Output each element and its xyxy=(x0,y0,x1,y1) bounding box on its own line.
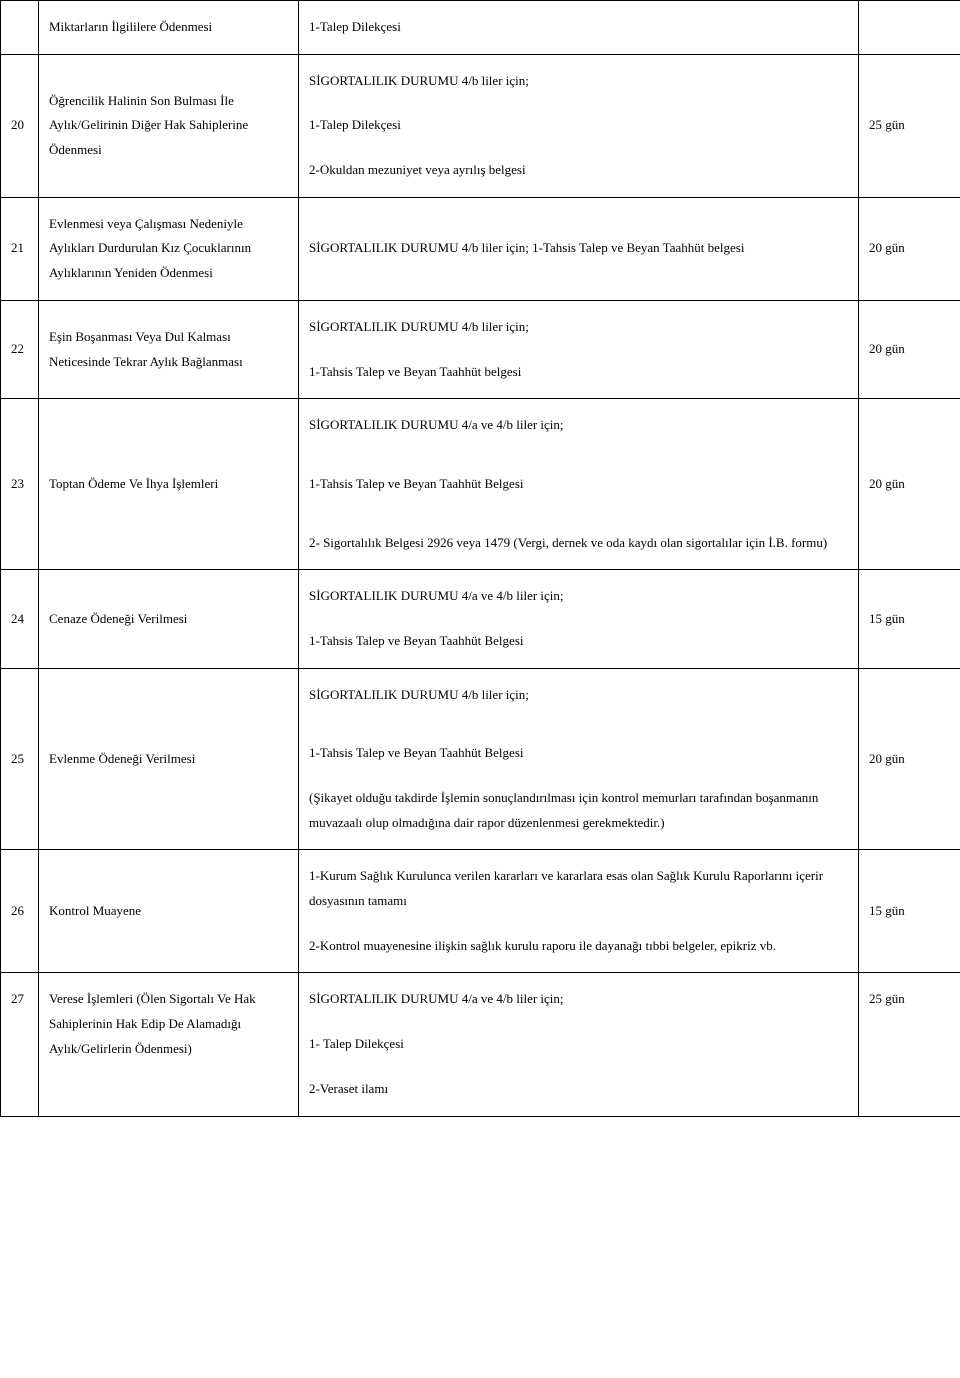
row-number: 27 xyxy=(1,973,39,1116)
row-description: Eşin Boşanması Veya Dul Kalması Neticesi… xyxy=(39,300,299,398)
doc-line: 2- Sigortalılık Belgesi 2926 veya 1479 (… xyxy=(309,531,848,556)
doc-line: 1- Talep Dilekçesi xyxy=(309,1032,848,1057)
row-number: 21 xyxy=(1,197,39,300)
row-duration: 25 gün xyxy=(859,54,960,197)
row-duration: 15 gün xyxy=(859,850,960,973)
row-duration: 20 gün xyxy=(859,197,960,300)
row-description: Verese İşlemleri (Ölen Sigortalı Ve Hak … xyxy=(39,973,299,1116)
row-duration: 15 gün xyxy=(859,570,960,668)
row-description: Evlenmesi veya Çalışması Nedeniyle Aylık… xyxy=(39,197,299,300)
row-description: Miktarların İlgililere Ödenmesi xyxy=(39,1,299,55)
row-documents: 1-Talep Dilekçesi xyxy=(299,1,859,55)
doc-line: 2-Okuldan mezuniyet veya ayrılış belgesi xyxy=(309,158,848,183)
row-duration xyxy=(859,1,960,55)
row-duration: 20 gün xyxy=(859,300,960,398)
doc-line: 1-Tahsis Talep ve Beyan Taahhüt belgesi xyxy=(309,360,848,385)
row-documents: SİGORTALILIK DURUMU 4/b liler için; 1-Tah… xyxy=(299,300,859,398)
row-number: 22 xyxy=(1,300,39,398)
row-duration: 20 gün xyxy=(859,668,960,850)
row-number: 20 xyxy=(1,54,39,197)
row-description: Evlenme Ödeneği Verilmesi xyxy=(39,668,299,850)
row-documents: SİGORTALILIK DURUMU 4/b liler için; 1-Ta… xyxy=(299,197,859,300)
row-number: 23 xyxy=(1,399,39,570)
table-row: 26Kontrol Muayene1-Kurum Sağlık Kurulunc… xyxy=(1,850,960,973)
row-duration: 20 gün xyxy=(859,399,960,570)
doc-line: 1-Kurum Sağlık Kurulunca verilen kararla… xyxy=(309,864,848,913)
doc-line: 1-Tahsis Talep ve Beyan Taahhüt Belgesi xyxy=(309,472,848,497)
row-description: Cenaze Ödeneği Verilmesi xyxy=(39,570,299,668)
document-table: Miktarların İlgililere Ödenmesi 1-Talep D… xyxy=(0,0,960,1117)
doc-line: 1-Tahsis Talep ve Beyan Taahhüt Belgesi xyxy=(309,629,848,654)
row-documents: SİGORTALILIK DURUMU 4/a ve 4/b liler içi… xyxy=(299,973,859,1116)
doc-line: 1-Tahsis Talep ve Beyan Taahhüt Belgesi xyxy=(309,741,848,766)
doc-line: (Şikayet olduğu takdirde İşlemin sonuçla… xyxy=(309,786,848,835)
doc-line: SİGORTALILIK DURUMU 4/a ve 4/b liler içi… xyxy=(309,584,848,609)
table-row: 24Cenaze Ödeneği Verilmesi SİGORTALILIK D… xyxy=(1,570,960,668)
doc-line: SİGORTALILIK DURUMU 4/b liler için; xyxy=(309,69,848,94)
doc-line: SİGORTALILIK DURUMU 4/b liler için; xyxy=(309,315,848,340)
row-documents: SİGORTALILIK DURUMU 4/b liler için; 1-Tal… xyxy=(299,54,859,197)
table-row: 23Toptan Ödeme Ve İhya İşlemleri SİGORTAL… xyxy=(1,399,960,570)
table-row: Miktarların İlgililere Ödenmesi 1-Talep D… xyxy=(1,1,960,55)
row-description: Öğrencilik Halinin Son Bulması İle Aylık… xyxy=(39,54,299,197)
doc-line: 1-Talep Dilekçesi xyxy=(309,113,848,138)
row-documents: SİGORTALILIK DURUMU 4/a ve 4/b liler içi… xyxy=(299,399,859,570)
doc-line: SİGORTALILIK DURUMU 4/a ve 4/b liler içi… xyxy=(309,413,848,438)
row-number: 26 xyxy=(1,850,39,973)
table-row: 20Öğrencilik Halinin Son Bulması İle Ayl… xyxy=(1,54,960,197)
doc-line: 2-Kontrol muayenesine ilişkin sağlık kur… xyxy=(309,934,848,959)
row-duration: 25 gün xyxy=(859,973,960,1116)
doc-line: SİGORTALILIK DURUMU 4/b liler için; 1-Ta… xyxy=(309,236,848,261)
table-row: 22Eşin Boşanması Veya Dul Kalması Netice… xyxy=(1,300,960,398)
table-row: 27Verese İşlemleri (Ölen Sigortalı Ve Ha… xyxy=(1,973,960,1116)
row-documents: SİGORTALILIK DURUMU 4/a ve 4/b liler içi… xyxy=(299,570,859,668)
doc-line: SİGORTALILIK DURUMU 4/a ve 4/b liler içi… xyxy=(309,987,848,1012)
row-description: Kontrol Muayene xyxy=(39,850,299,973)
doc-line: 1-Talep Dilekçesi xyxy=(309,15,848,40)
table-row: 25Evlenme Ödeneği VerilmesiSİGORTALILIK … xyxy=(1,668,960,850)
table-row: 21Evlenmesi veya Çalışması Nedeniyle Ayl… xyxy=(1,197,960,300)
doc-line: SİGORTALILIK DURUMU 4/b liler için; xyxy=(309,683,848,708)
doc-line: 2-Veraset ilamı xyxy=(309,1077,848,1102)
row-documents: 1-Kurum Sağlık Kurulunca verilen kararla… xyxy=(299,850,859,973)
row-number: 24 xyxy=(1,570,39,668)
row-description: Toptan Ödeme Ve İhya İşlemleri xyxy=(39,399,299,570)
row-number xyxy=(1,1,39,55)
row-documents: SİGORTALILIK DURUMU 4/b liler için; 1-Tah… xyxy=(299,668,859,850)
row-number: 25 xyxy=(1,668,39,850)
